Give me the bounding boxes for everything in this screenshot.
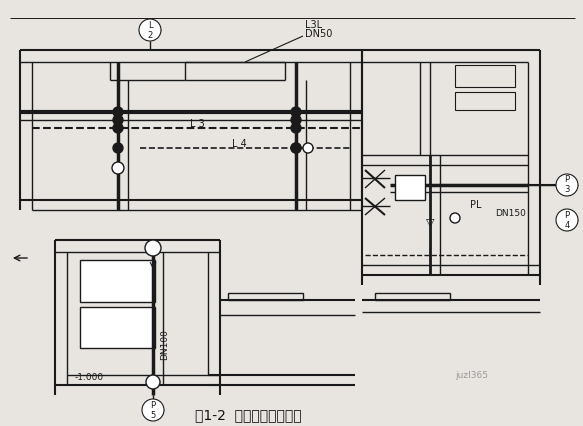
Text: P: P [564,210,570,219]
Bar [228,293,303,300]
Text: 图1-2  室内给排水平面图: 图1-2 室内给排水平面图 [195,408,301,422]
Circle shape [556,174,578,196]
Bar [455,65,515,87]
Text: PL: PL [470,200,482,210]
Bar [375,293,450,300]
Text: L 3: L 3 [190,119,205,129]
Bar [455,92,515,110]
Circle shape [291,115,301,125]
Text: DN50: DN50 [305,29,332,39]
Text: DN100: DN100 [160,330,170,360]
Circle shape [113,143,123,153]
Text: P: P [564,176,570,184]
Circle shape [146,375,160,389]
Circle shape [291,143,301,153]
Circle shape [291,107,301,117]
Text: DN150: DN150 [495,208,526,218]
Text: 4: 4 [564,221,570,230]
Text: 5: 5 [150,411,156,420]
Text: L: L [147,20,152,29]
Circle shape [303,143,313,153]
Circle shape [113,123,123,133]
Circle shape [142,399,164,421]
Circle shape [291,143,301,153]
Circle shape [450,213,460,223]
Circle shape [291,123,301,133]
Circle shape [112,162,124,174]
Circle shape [113,115,123,125]
Text: juzl365: juzl365 [455,371,488,380]
Circle shape [139,19,161,41]
Text: -1.000: -1.000 [75,374,104,383]
Text: P: P [150,400,156,409]
Text: L3L: L3L [305,20,322,30]
Circle shape [113,107,123,117]
Bar [80,307,155,348]
Circle shape [145,240,161,256]
Text: 2: 2 [147,31,153,40]
Bar [395,175,425,200]
Bar [80,260,155,302]
Text: ▽: ▽ [426,217,434,227]
Circle shape [556,209,578,231]
Text: 3: 3 [564,185,570,195]
Text: L 4: L 4 [232,139,247,149]
